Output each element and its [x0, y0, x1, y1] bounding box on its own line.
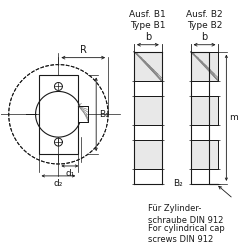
Text: b: b — [202, 32, 208, 42]
Bar — [38, 74, 78, 154]
Bar — [134, 96, 162, 125]
Text: B₁: B₁ — [99, 110, 109, 119]
Bar — [190, 52, 218, 184]
Bar — [78, 106, 88, 122]
Text: Für Zylinder-
schraube DIN 912: Für Zylinder- schraube DIN 912 — [148, 204, 223, 225]
Bar — [78, 106, 88, 122]
Text: Ausf. B2
Type B2: Ausf. B2 Type B2 — [186, 10, 223, 30]
Text: b: b — [145, 32, 151, 42]
Bar — [134, 52, 162, 184]
Bar — [190, 96, 218, 125]
Bar — [190, 96, 218, 125]
Bar — [190, 52, 218, 81]
Bar — [190, 52, 218, 81]
Bar — [134, 52, 162, 81]
Text: For cylindrical cap
screws DIN 912: For cylindrical cap screws DIN 912 — [148, 224, 224, 244]
Bar — [190, 140, 218, 169]
Bar — [190, 140, 218, 169]
Text: R: R — [80, 45, 87, 55]
Bar — [134, 52, 162, 81]
Text: d₁: d₁ — [65, 169, 74, 178]
Text: m: m — [229, 113, 238, 122]
Text: Ausf. B1
Type B1: Ausf. B1 Type B1 — [130, 10, 166, 30]
Bar — [134, 96, 162, 125]
Bar — [134, 140, 162, 169]
Bar — [134, 140, 162, 169]
Text: d₂: d₂ — [54, 179, 63, 188]
Polygon shape — [190, 52, 218, 184]
Text: B₂: B₂ — [173, 179, 183, 188]
